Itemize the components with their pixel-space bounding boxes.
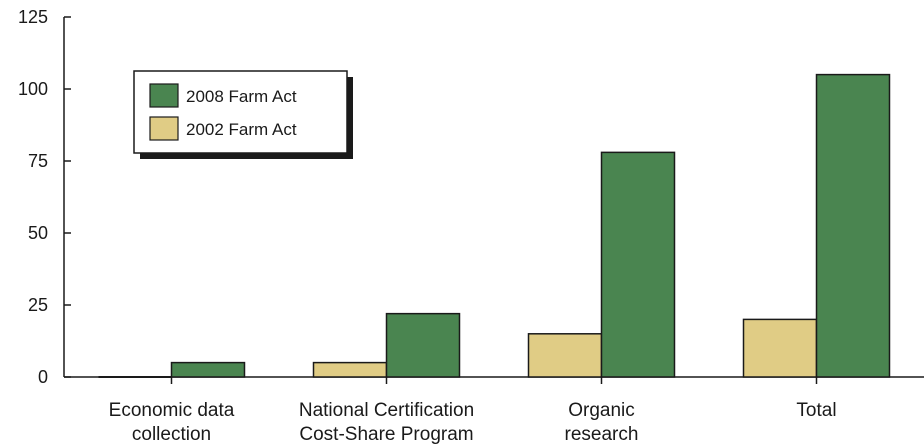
bar-2008 <box>170 361 246 378</box>
category-label: Organic research <box>565 400 639 445</box>
x-axis <box>64 376 924 384</box>
category-label-line: research <box>565 424 639 445</box>
y-tick-label: 100 <box>18 79 48 99</box>
y-tick-label: 25 <box>28 295 48 315</box>
category-label-line: Economic data <box>109 400 235 421</box>
legend-box <box>133 70 348 154</box>
bar-2002 <box>527 333 603 378</box>
bars <box>98 73 891 378</box>
category-label-line: Organic <box>568 400 635 421</box>
bar-2008 <box>385 312 461 378</box>
bar-2002 <box>742 318 818 378</box>
y-axis: 0 25 50 75 100 125 <box>18 7 71 387</box>
category-label: Economic data collection <box>109 400 235 445</box>
y-tick-label: 0 <box>38 367 48 387</box>
category-label: Total <box>796 400 836 421</box>
bar-2002 <box>312 361 388 378</box>
category-label-line: Cost-Share Program <box>299 424 473 445</box>
bar-2008 <box>600 151 676 378</box>
category-label-line: Total <box>796 400 836 421</box>
legend-label-2002: 2002 Farm Act <box>186 120 297 139</box>
legend-label-2008: 2008 Farm Act <box>186 87 297 106</box>
legend-swatch-2008 <box>149 83 179 108</box>
category-label: National Certification Cost-Share Program <box>299 400 474 445</box>
category-label-line: collection <box>132 424 211 445</box>
category-label-line: National Certification <box>299 400 474 421</box>
y-tick-label: 125 <box>18 7 48 27</box>
legend-swatch-2002 <box>149 116 179 141</box>
bar-2008 <box>815 73 891 378</box>
category-labels: Economic data collection National Certific… <box>109 400 837 445</box>
y-tick-label: 50 <box>28 223 48 243</box>
y-tick-label: 75 <box>28 151 48 171</box>
legend: 2008 Farm Act 2002 Farm Act <box>133 70 353 159</box>
